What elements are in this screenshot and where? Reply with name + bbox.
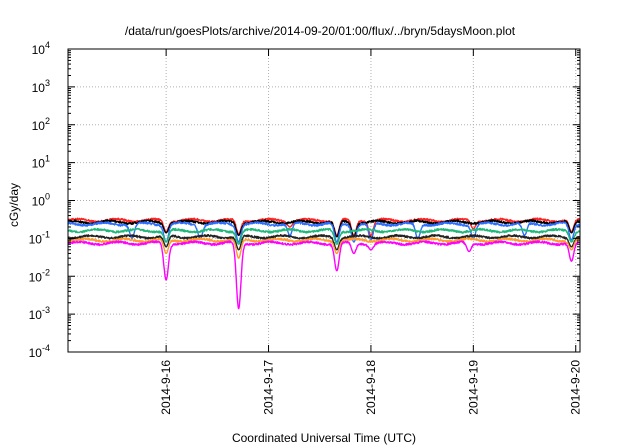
series-line — [67, 221, 581, 243]
y-tick-mantissa: 10 — [29, 270, 43, 284]
y-tick-exponent: 1 — [45, 154, 50, 164]
series-line — [67, 227, 581, 245]
y-tick-mantissa: 10 — [32, 43, 46, 57]
x-axis: 2014-9-16 2014-9-17 2014-9-18 2014-9-19 2014… — [159, 49, 583, 415]
y-tick-label: 10-2 — [29, 267, 50, 284]
y-tick-label: 10-1 — [29, 229, 50, 246]
series-line — [67, 219, 581, 238]
series-line — [67, 233, 581, 251]
series-line — [67, 237, 581, 259]
series-line — [67, 240, 581, 310]
y-tick-exponent: -1 — [42, 229, 50, 239]
y-tick-exponent: 2 — [45, 116, 50, 126]
x-tick-label: 2014-9-20 — [569, 360, 583, 415]
y-tick-mantissa: 10 — [32, 81, 46, 95]
y-tick-exponent: -4 — [42, 343, 50, 353]
y-tick-mantissa: 10 — [29, 232, 43, 246]
grid — [68, 49, 580, 352]
chart-title: /data/run/goesPlots/archive/2014-09-20/0… — [125, 24, 516, 38]
y-tick-label: 10-3 — [29, 305, 50, 322]
x-tick-label: 2014-9-18 — [364, 360, 378, 415]
x-tick-label: 2014-9-16 — [159, 360, 173, 415]
y-tick-mantissa: 10 — [32, 119, 46, 133]
y-tick-label: 101 — [32, 154, 50, 171]
y-tick-label: 10-4 — [29, 343, 50, 360]
y-tick-mantissa: 10 — [29, 346, 43, 360]
y-tick-exponent: -3 — [42, 305, 50, 315]
y-tick-label: 102 — [32, 116, 50, 133]
y-tick-mantissa: 10 — [32, 195, 46, 209]
y-tick-exponent: 0 — [45, 192, 50, 202]
x-tick-label: 2014-9-19 — [466, 360, 480, 415]
y-tick-exponent: 3 — [45, 78, 50, 88]
y-tick-exponent: -2 — [42, 267, 50, 277]
y-tick-exponent: 4 — [45, 40, 50, 50]
y-tick-label: 104 — [32, 40, 50, 57]
y-axis-label: cGy/day — [7, 183, 21, 227]
y-tick-label: 103 — [32, 78, 50, 95]
y-tick-mantissa: 10 — [29, 308, 43, 322]
x-tick-label: 2014-9-17 — [262, 360, 276, 415]
series-group — [67, 217, 581, 310]
x-axis-label: Coordinated Universal Time (UTC) — [232, 431, 416, 445]
y-tick-label: 100 — [32, 192, 50, 209]
y-tick-mantissa: 10 — [32, 157, 46, 171]
